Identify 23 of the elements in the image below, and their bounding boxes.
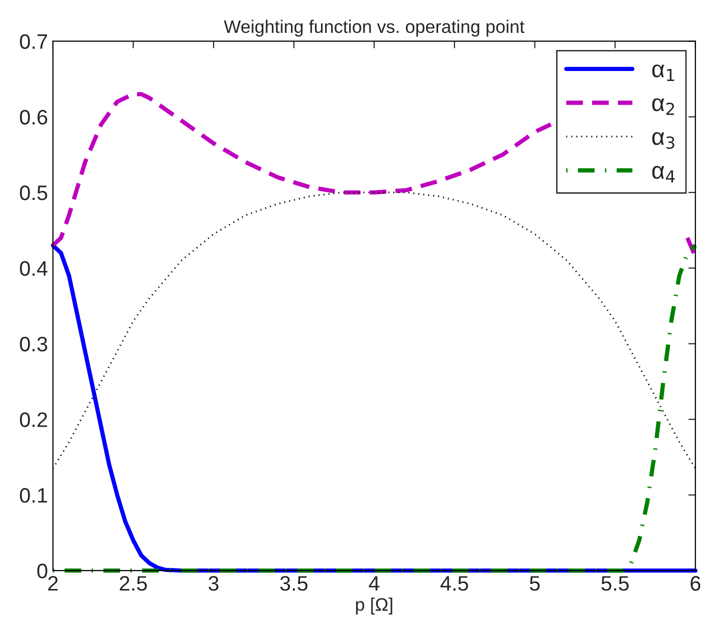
x-tick-label: 4.5 bbox=[440, 576, 468, 591]
x-tick-label: 2 bbox=[48, 576, 58, 591]
legend-label: α$_{2}$ bbox=[652, 98, 674, 115]
legend-label: α$_{1}$ bbox=[652, 64, 674, 82]
chart-title: Weighting function vs. operating point bbox=[224, 20, 524, 37]
y-tick-label: 0.6 bbox=[20, 110, 48, 125]
y-tick-label: 0.4 bbox=[20, 261, 48, 276]
x-tick-label: 6 bbox=[690, 576, 700, 591]
x-tick-label: 3 bbox=[208, 576, 218, 591]
y-tick-label: 0.7 bbox=[20, 34, 48, 49]
y-tick-label: 0.3 bbox=[20, 336, 48, 352]
x-tick-label: 5.5 bbox=[601, 576, 629, 591]
y-tick-label: 0.2 bbox=[20, 412, 48, 428]
x-tick-label: 4 bbox=[368, 576, 380, 591]
y-tick-label: 0.1 bbox=[20, 488, 48, 503]
y-tick-label: 0 bbox=[37, 564, 48, 578]
legend-label: α$_{3}$ bbox=[652, 132, 674, 149]
x-tick-label: 3.5 bbox=[280, 576, 308, 591]
x-tick-label: 5 bbox=[530, 576, 540, 591]
x-tick-label: 2.5 bbox=[120, 576, 147, 591]
y-tick-label: 0.5 bbox=[20, 185, 48, 200]
x-axis-title: p [Ω] bbox=[356, 598, 392, 614]
legend-label: α$_{4}$ bbox=[652, 166, 675, 182]
